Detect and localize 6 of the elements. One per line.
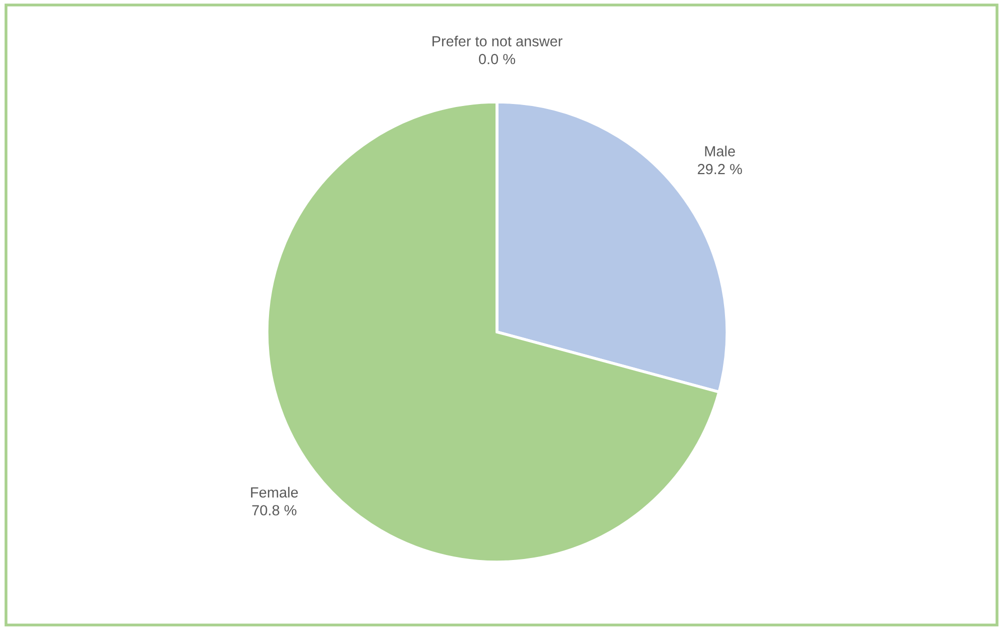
data-label: 29.2 % xyxy=(698,164,742,174)
slice-label: Female xyxy=(251,486,298,498)
category-label: Prefer to not answer xyxy=(432,36,562,46)
slice-label: Male xyxy=(705,146,735,156)
text: 0.0 % xyxy=(478,54,516,64)
data-label: 70.8 % xyxy=(252,505,296,516)
